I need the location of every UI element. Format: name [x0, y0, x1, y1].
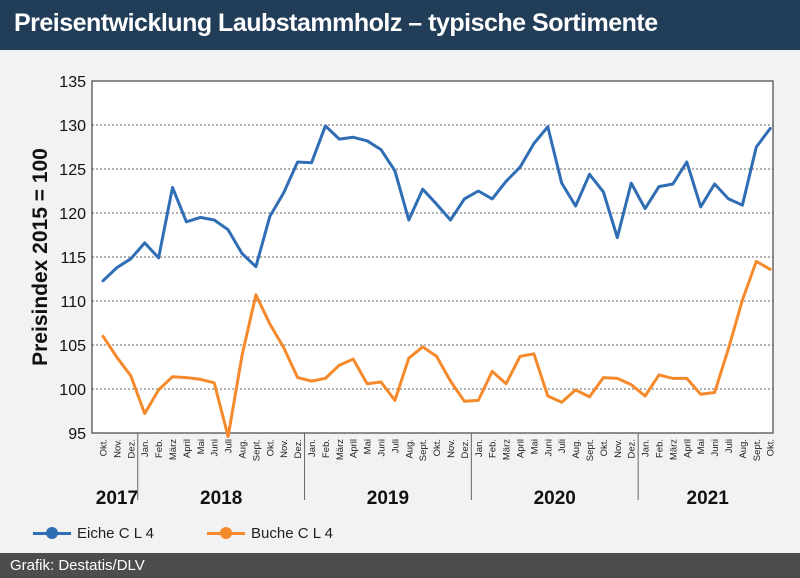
- x-tick-label: Sept.: [251, 439, 262, 461]
- y-tick-label: 95: [68, 426, 86, 443]
- x-tick-label: Sept.: [752, 439, 763, 461]
- year-label: 2020: [534, 488, 576, 509]
- x-tick-label: März: [335, 439, 346, 460]
- y-tick-label: 135: [59, 74, 86, 91]
- x-tick-label: Dez.: [126, 439, 137, 459]
- x-tick-label: Juli: [724, 439, 735, 453]
- x-tick-label: Feb.: [154, 439, 165, 458]
- x-tick-label: Okt.: [432, 439, 443, 456]
- y-tick-label: 115: [60, 250, 86, 267]
- x-tick-label: Juli: [390, 439, 401, 453]
- x-tick-label: Mai: [529, 439, 540, 454]
- legend-dot-buche: [220, 526, 232, 539]
- x-tick-label: Juni: [543, 439, 554, 456]
- x-tick-label: Mai: [696, 439, 707, 454]
- year-label: 2018: [200, 488, 242, 509]
- legend-label-buche: Buche C L 4: [251, 524, 333, 542]
- year-label: 2019: [367, 488, 409, 509]
- year-label: 2021: [687, 488, 730, 509]
- x-tick-label: Aug.: [738, 439, 749, 459]
- x-tick-label: Dez.: [460, 439, 471, 459]
- x-tick-label: Jan.: [474, 439, 485, 457]
- y-tick-label: 130: [59, 118, 86, 135]
- legend-item-eiche: Eiche C L 4: [33, 523, 154, 543]
- series-line-buche: [101, 259, 772, 438]
- x-tick-label: Aug.: [404, 439, 415, 459]
- y-tick-label: 125: [59, 162, 86, 179]
- x-tick-label: Okt.: [99, 439, 110, 456]
- y-axis-title: Preisindex 2015 = 100: [29, 148, 52, 366]
- footer-bar: Grafik: Destatis/DLV: [0, 553, 800, 578]
- series-line-eiche: [101, 124, 772, 283]
- x-tick-label: Jan.: [307, 439, 318, 457]
- x-tick-label: Jan.: [140, 439, 151, 457]
- x-tick-label: Nov.: [279, 439, 290, 458]
- x-tick-label: Sept.: [418, 439, 429, 461]
- title-bar: Preisentwicklung Laubstammholz – typisch…: [0, 0, 800, 50]
- x-tick-label: Dez.: [293, 439, 304, 459]
- year-label: 2017: [96, 488, 138, 509]
- x-tick-label: Juni: [377, 439, 388, 456]
- x-tick-label: Juli: [557, 439, 568, 453]
- x-tick-label: Feb.: [488, 439, 499, 458]
- x-tick-label: Okt.: [265, 439, 276, 456]
- x-tick-label: Juli: [224, 439, 235, 453]
- legend-swatch-eiche: [33, 526, 71, 539]
- x-tick-label: März: [668, 439, 679, 460]
- x-tick-label: Mai: [363, 439, 374, 454]
- x-tick-label: Sept.: [585, 439, 596, 461]
- plot-frame: [91, 80, 774, 434]
- legend-dot-eiche: [46, 526, 58, 539]
- x-tick-label: Aug.: [571, 439, 582, 459]
- x-tick-label: März: [168, 439, 179, 460]
- x-tick-label: Feb.: [321, 439, 332, 458]
- x-tick-label: März: [502, 439, 513, 460]
- x-tick-label: Okt.: [599, 439, 610, 456]
- x-tick-label: Nov.: [112, 439, 123, 458]
- x-tick-label: Aug.: [238, 439, 249, 459]
- legend-item-buche: Buche C L 4: [207, 523, 333, 543]
- line-chart: 95 100 105 110 115 120 125 130 135 Preisindex 201…: [29, 74, 777, 509]
- x-tick-label: Jan.: [641, 439, 652, 457]
- x-tick-label: Feb.: [655, 439, 666, 458]
- x-tick-label: Juni: [210, 439, 221, 456]
- y-tick-label: 120: [59, 206, 86, 223]
- x-tick-label: Okt.: [766, 439, 777, 456]
- x-tick-label: Dez.: [627, 439, 638, 459]
- legend-label-eiche: Eiche C L 4: [77, 524, 154, 542]
- y-tick-label: 110: [60, 294, 86, 311]
- y-tick-label: 100: [59, 382, 86, 399]
- x-tick-label: April: [516, 439, 527, 458]
- chart-title: Preisentwicklung Laubstammholz – typisch…: [14, 9, 658, 37]
- y-tick-label: 105: [59, 338, 86, 355]
- x-tick-label: April: [349, 439, 360, 458]
- source-credit: Grafik: Destatis/DLV: [10, 557, 145, 574]
- x-tick-label: Nov.: [613, 439, 624, 458]
- x-tick-label: Nov.: [446, 439, 457, 458]
- x-tick-label: April: [182, 439, 193, 458]
- x-tick-label: April: [682, 439, 693, 458]
- legend-swatch-buche: [207, 526, 245, 539]
- x-tick-label: Mai: [196, 439, 207, 454]
- x-tick-label: Juni: [710, 439, 721, 456]
